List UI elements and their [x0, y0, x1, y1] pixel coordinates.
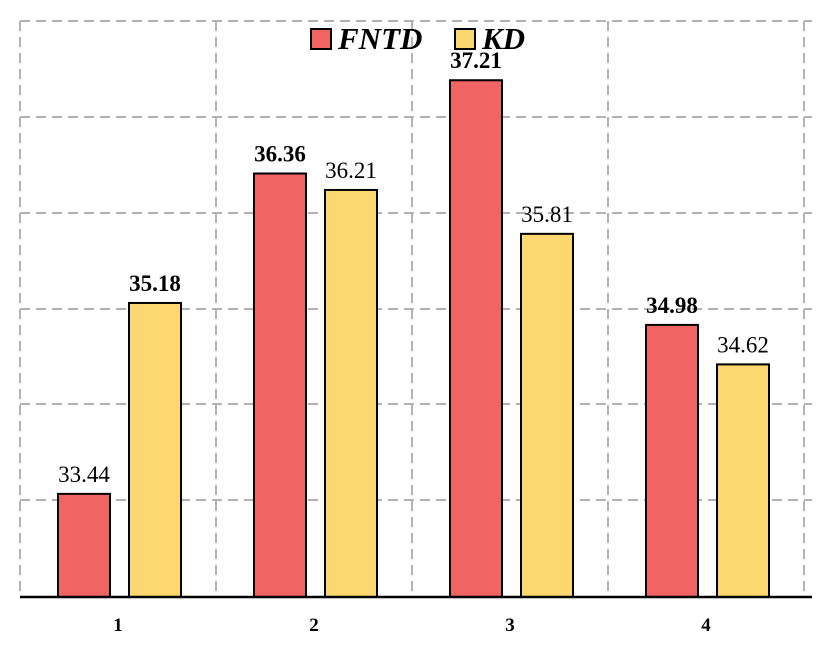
value-label-kd-1: 35.18 [129, 271, 181, 296]
value-labels: 33.44 36.36 37.21 34.98 35.18 36.21 35.81 34.62 [58, 48, 769, 487]
legend: FNTD KD [310, 21, 525, 56]
value-label-fntd-3: 37.21 [450, 48, 502, 73]
bars [57, 79, 770, 599]
x-tick-label-4: 4 [701, 615, 711, 636]
bar-kd-1 [128, 301, 182, 598]
legend-label-kd: KD [481, 21, 525, 56]
legend-swatch-fntd [310, 28, 332, 50]
x-tick-label-2: 2 [309, 615, 319, 636]
x-tick-labels: 1 2 3 4 [113, 615, 711, 636]
bar-fntd-1 [57, 492, 111, 598]
value-label-fntd-2: 36.36 [254, 142, 306, 167]
bar-fntd-3 [449, 79, 503, 598]
bar-kd-2 [324, 188, 378, 599]
value-label-kd-4: 34.62 [717, 332, 769, 357]
bar-fntd-2 [253, 172, 307, 598]
legend-label-fntd: FNTD [337, 21, 422, 56]
x-tick-label-1: 1 [113, 615, 123, 636]
bar-fntd-4 [645, 323, 699, 598]
value-label-fntd-4: 34.98 [646, 293, 698, 318]
value-label-fntd-1: 33.44 [58, 462, 110, 487]
legend-swatch-kd [454, 28, 476, 50]
x-tick-label-3: 3 [505, 615, 515, 636]
bar-kd-3 [520, 232, 574, 599]
value-label-kd-2: 36.21 [325, 158, 377, 183]
value-label-kd-3: 35.81 [521, 202, 573, 227]
bar-kd-4 [716, 363, 770, 598]
